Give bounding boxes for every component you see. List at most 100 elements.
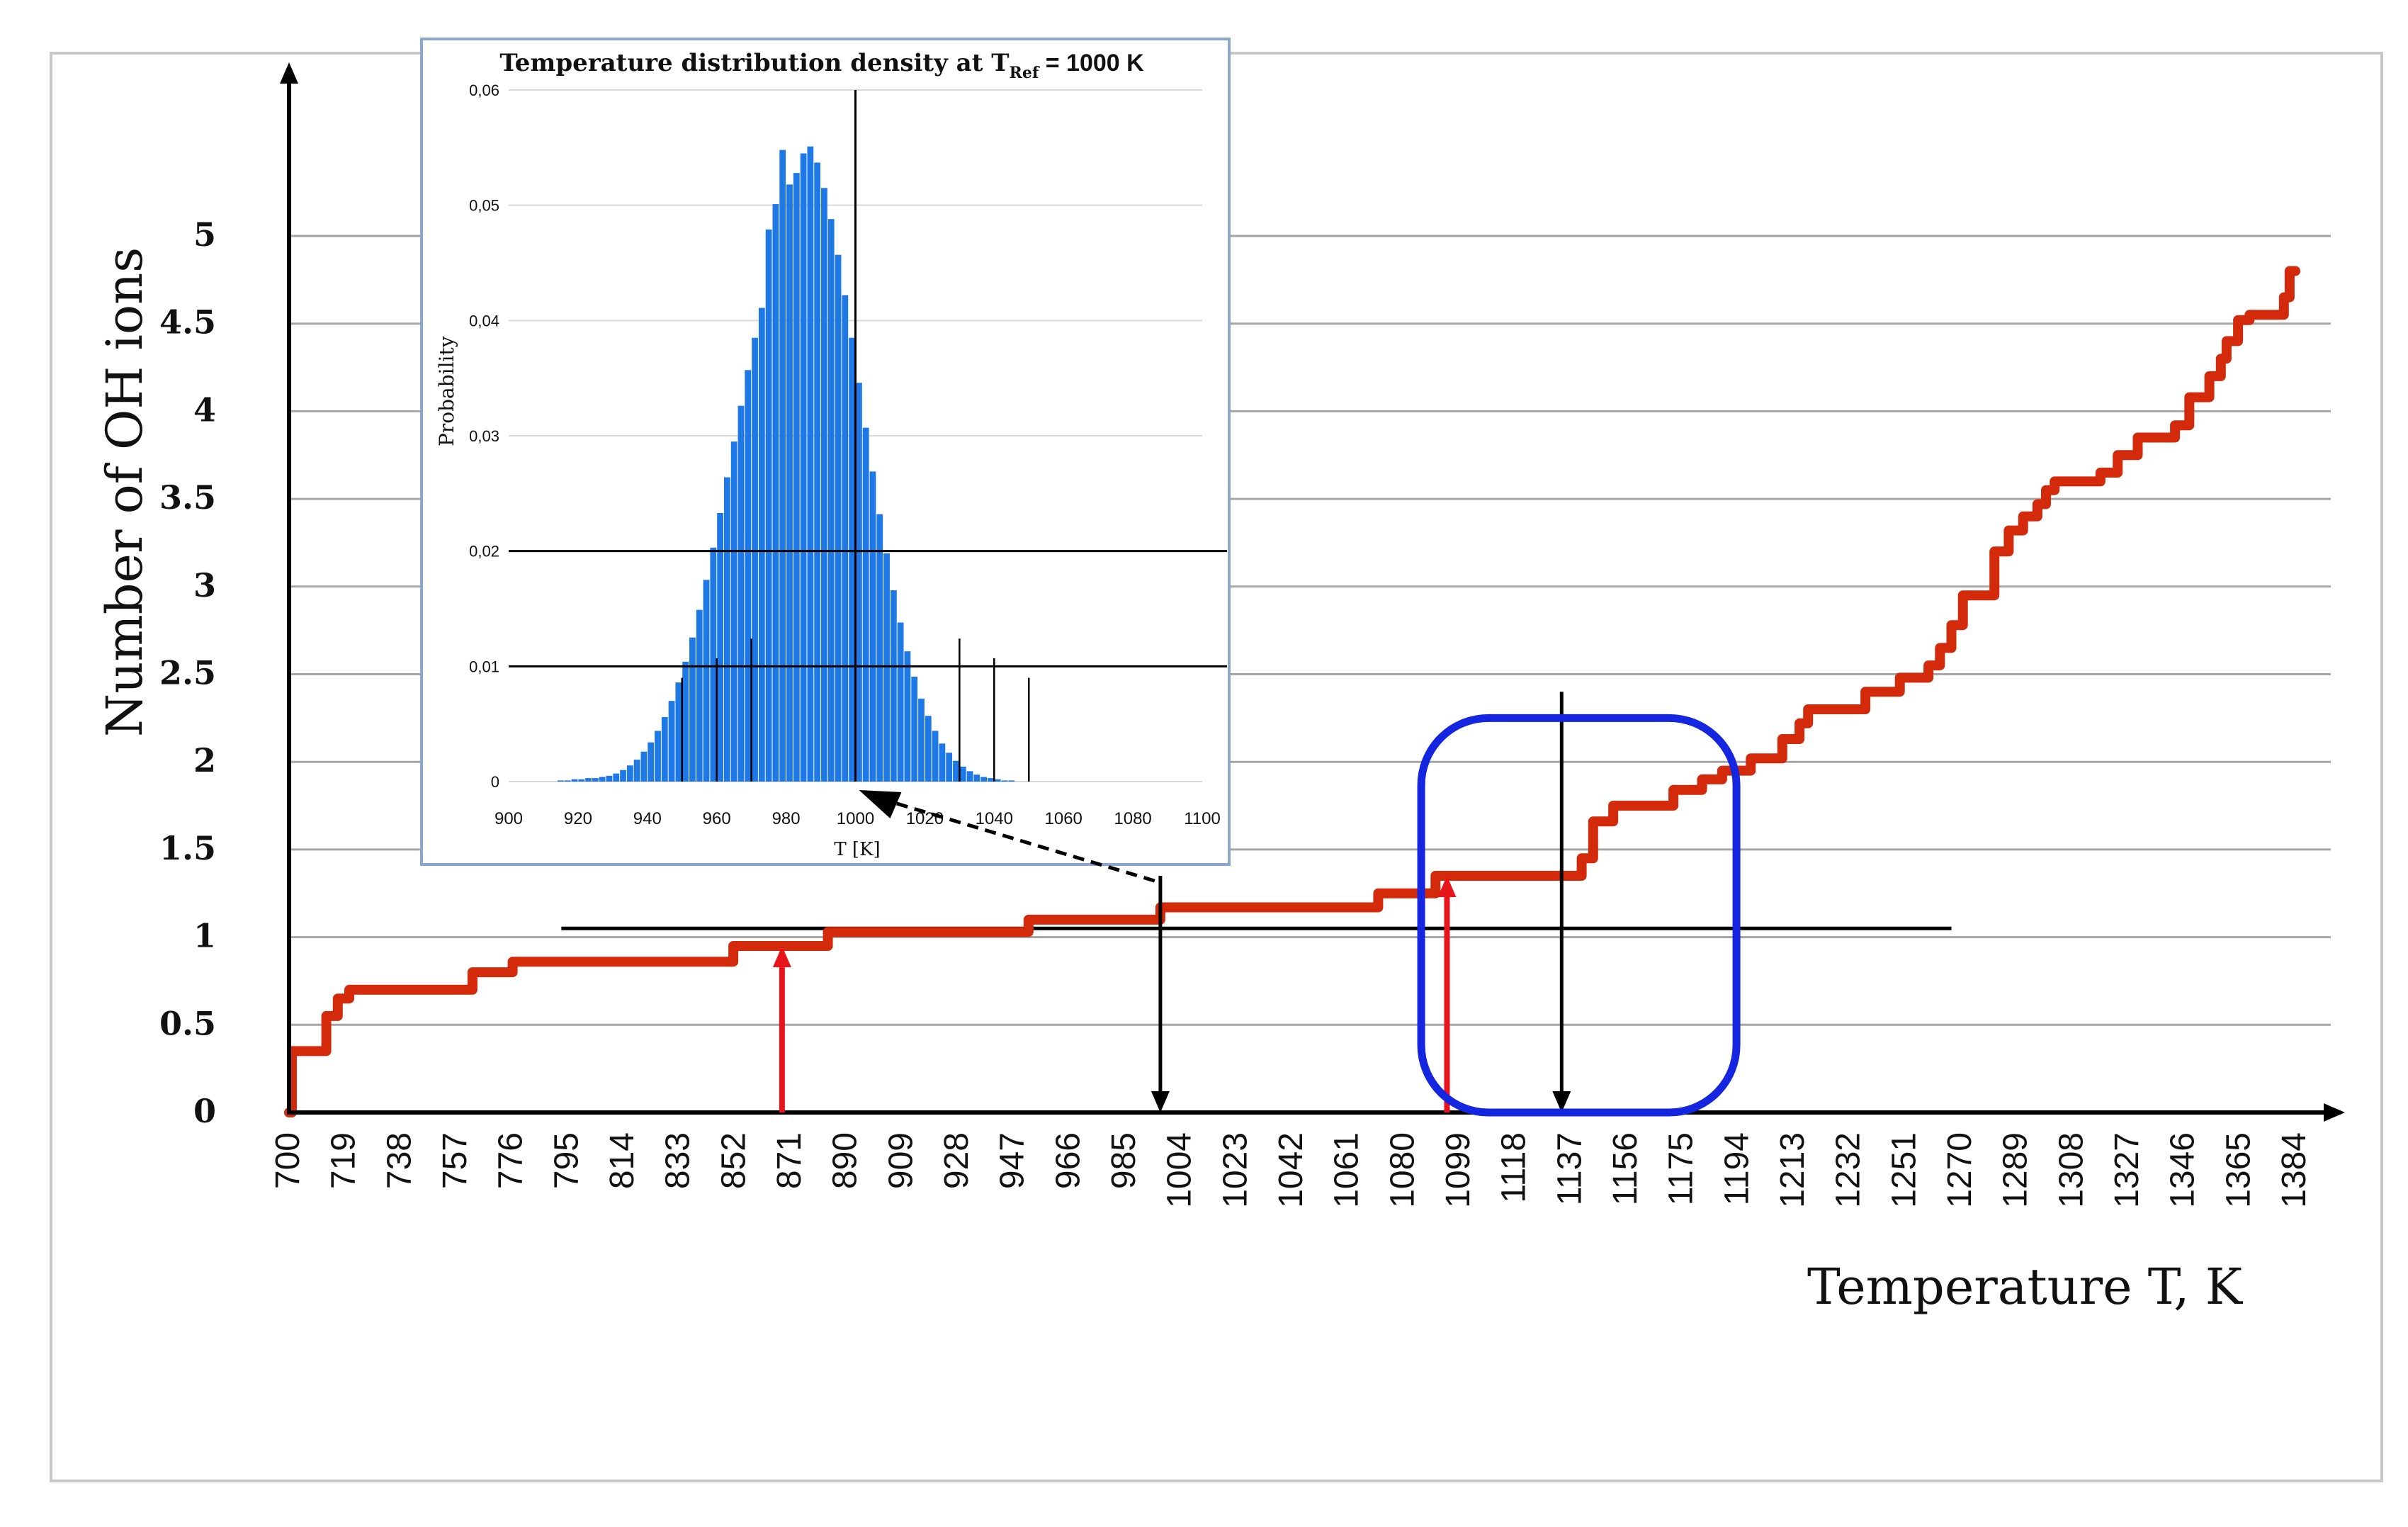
inset-bar xyxy=(752,337,758,782)
main-x-tick-label: 1232 xyxy=(1830,1132,1867,1208)
main-x-tick-label: 1042 xyxy=(1272,1132,1310,1208)
inset-x-tick-label: 920 xyxy=(564,809,592,828)
main-x-tick-label: 1080 xyxy=(1384,1132,1421,1208)
main-y-tick-label: 3.5 xyxy=(159,478,216,517)
main-x-tick-label: 1175 xyxy=(1663,1132,1700,1205)
inset-bar xyxy=(786,184,793,782)
dashed-link-arrow-group xyxy=(859,790,1155,883)
inset-bar xyxy=(897,622,904,782)
inset-bar xyxy=(668,701,675,782)
inset-y-tick-label: 0,01 xyxy=(469,658,499,675)
main-x-axis-arrowhead xyxy=(2324,1103,2345,1122)
inset-bars-group xyxy=(558,146,1015,782)
inset-bar xyxy=(973,774,980,782)
inset-bar xyxy=(745,370,752,782)
inset-x-tick-label: 1000 xyxy=(837,809,874,828)
main-x-tick-label: 928 xyxy=(938,1132,976,1189)
black-arrowhead xyxy=(1151,1091,1170,1112)
inset-bar xyxy=(835,254,842,782)
main-y-tick-label: 0.5 xyxy=(159,1004,216,1042)
inset-bar xyxy=(793,173,800,782)
inset-bar xyxy=(737,405,745,782)
inset-bar xyxy=(703,580,710,782)
main-x-tick-label: 1023 xyxy=(1216,1132,1254,1208)
main-x-tick-label: 1365 xyxy=(2220,1132,2257,1208)
dashed-link-arrowhead xyxy=(859,790,902,818)
inset-bar xyxy=(988,778,994,782)
inset-bar xyxy=(758,308,765,782)
main-x-tick-label: 852 xyxy=(715,1132,752,1189)
inset-bar xyxy=(953,760,959,782)
inset-bar xyxy=(675,682,682,782)
inset-bar xyxy=(1008,780,1015,782)
annotations-group xyxy=(772,692,1741,1117)
main-x-tick-label: 757 xyxy=(436,1132,474,1189)
main-y-axis-arrowhead xyxy=(280,62,298,84)
main-x-tick-label: 890 xyxy=(827,1132,864,1189)
inset-bar xyxy=(620,770,626,782)
main-x-tick-label: 871 xyxy=(771,1132,808,1189)
main-x-tick-label: 1156 xyxy=(1607,1132,1644,1205)
main-x-tick-label: 909 xyxy=(882,1132,920,1189)
inset-bar xyxy=(571,779,578,782)
main-y-tick-label: 5 xyxy=(193,215,216,254)
inset-bar xyxy=(648,742,655,782)
inset-bar xyxy=(682,661,689,782)
main-y-tick-label: 2.5 xyxy=(159,654,216,692)
main-y-tick-label: 2 xyxy=(193,741,216,779)
inset-bar xyxy=(779,150,786,782)
inset-bar xyxy=(904,651,911,782)
main-x-tick-label: 985 xyxy=(1105,1132,1143,1189)
inset-y-tick-labels: 0 0,01 0,02 0,03 0,04 0,05 0,06 xyxy=(469,81,499,791)
main-x-tick-label: 1099 xyxy=(1440,1132,1477,1208)
inset-bar xyxy=(925,716,932,782)
main-x-tick-label: 1194 xyxy=(1718,1132,1756,1205)
inset-bar xyxy=(918,698,925,782)
inset-bar xyxy=(564,780,571,782)
inset-bar xyxy=(585,778,592,782)
main-x-tick-label: 1061 xyxy=(1328,1132,1366,1208)
inset-bar xyxy=(710,547,717,782)
main-x-tick-label: 1289 xyxy=(1997,1132,2035,1208)
inset-bar xyxy=(640,751,648,782)
inset-bar xyxy=(655,731,661,782)
main-x-tick-label: 1213 xyxy=(1774,1132,1811,1208)
inset-bar xyxy=(869,471,876,782)
inset-bar xyxy=(911,676,918,782)
inset-bar xyxy=(994,779,1001,782)
inset-bar xyxy=(966,771,973,782)
inset-bar xyxy=(883,553,890,782)
inset-bar xyxy=(856,383,862,782)
inset-bar xyxy=(765,229,772,782)
inset-bar xyxy=(626,765,633,782)
inset-bar xyxy=(800,153,807,782)
main-series-line xyxy=(284,266,2300,1117)
inset-x-tick-labels: 900 920 940 960 980 1000 1020 1040 1060 1080 1100 xyxy=(494,809,1221,828)
inset-bar xyxy=(772,204,779,782)
inset-bar xyxy=(842,295,849,782)
inset-bar xyxy=(862,427,869,782)
inset-bar xyxy=(592,778,599,782)
main-x-tick-label: 738 xyxy=(380,1132,418,1189)
inset-y-tick-label: 0,05 xyxy=(469,197,499,215)
inset-x-tick-label: 980 xyxy=(772,809,801,828)
inset-y-tick-label: 0,02 xyxy=(469,543,499,560)
main-x-tick-label: 1118 xyxy=(1496,1132,1533,1203)
main-y-tick-label: 4.5 xyxy=(159,303,216,342)
inset-bar xyxy=(696,609,703,782)
main-y-tick-label: 1.5 xyxy=(159,829,216,867)
inset-bar xyxy=(717,512,723,782)
main-x-tick-label: 966 xyxy=(1049,1132,1087,1189)
main-x-tick-label: 1308 xyxy=(2052,1132,2090,1208)
inset-bar xyxy=(613,773,620,782)
inset-bar xyxy=(606,775,613,782)
inset-bar xyxy=(849,337,855,782)
highlight-box xyxy=(1417,714,1741,1117)
main-x-tick-label: 719 xyxy=(325,1132,363,1189)
inset-bar xyxy=(730,441,737,782)
inset-bar xyxy=(723,477,730,782)
main-y-tick-labels: 0 0.5 1 1.5 2 2.5 3 3.5 4 4.5 5 xyxy=(159,215,216,1130)
inset-bar xyxy=(689,637,696,782)
inset-x-axis-label: T [K] xyxy=(834,839,880,860)
main-y-axis-label: Number of OH ions xyxy=(96,247,154,737)
